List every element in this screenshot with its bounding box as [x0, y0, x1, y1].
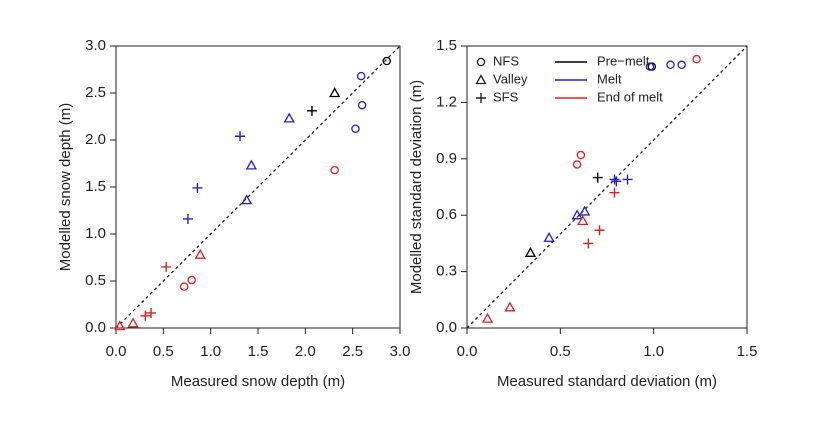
point	[192, 182, 203, 193]
plot-frame	[466, 45, 748, 329]
y-tick-label: 2.5	[85, 84, 106, 101]
point	[578, 205, 591, 216]
point	[235, 131, 246, 142]
x-tick-label: 0.0	[106, 343, 127, 360]
x-tick-label: 2.5	[342, 343, 363, 360]
x-tick-label: 0.0	[457, 343, 478, 360]
point	[187, 275, 196, 285]
point	[576, 150, 586, 160]
point	[583, 238, 594, 249]
y-tick-label: 0.5	[85, 272, 106, 289]
point	[666, 60, 675, 70]
y-tick-label: 3.0	[85, 37, 106, 54]
point	[357, 100, 367, 110]
point	[161, 261, 172, 272]
legend-symbol	[475, 74, 487, 85]
point	[692, 54, 701, 64]
point	[504, 301, 516, 312]
y-axis-label: Modelled standard deviation (m)	[408, 80, 425, 294]
point	[622, 174, 633, 185]
point	[677, 60, 686, 70]
legend-symbol	[476, 93, 486, 103]
point	[571, 209, 583, 220]
point	[481, 312, 494, 323]
y-tick-label: 1.2	[436, 93, 457, 110]
point	[182, 213, 193, 224]
legend-label: Melt	[597, 71, 622, 86]
point	[146, 307, 157, 318]
point	[114, 320, 126, 331]
y-tick-label: 0.9	[436, 150, 457, 167]
x-tick-label: 1.5	[737, 343, 758, 360]
x-tick-label: 1.0	[200, 343, 221, 360]
point	[611, 176, 622, 187]
point	[645, 62, 655, 71]
y-tick-label: 0.6	[436, 206, 457, 223]
point	[572, 160, 582, 169]
point	[592, 172, 603, 183]
one-to-one-line	[466, 45, 748, 329]
point	[241, 194, 253, 205]
point	[140, 310, 151, 321]
point	[306, 105, 317, 116]
point	[594, 225, 605, 236]
x-tick-label: 2.0	[295, 343, 316, 360]
one-to-one-line	[115, 45, 401, 329]
y-tick-label: 2.0	[85, 131, 106, 148]
point	[609, 174, 620, 185]
point	[329, 87, 341, 98]
point	[382, 56, 391, 66]
y-tick-label: 1.5	[436, 37, 457, 54]
y-tick-label: 1.5	[85, 178, 106, 195]
point	[577, 215, 589, 225]
x-tick-label: 3.0	[390, 343, 411, 360]
point	[245, 159, 257, 170]
point	[127, 317, 139, 328]
y-tick-label: 1.0	[85, 225, 106, 242]
point	[543, 231, 555, 242]
x-axis-label: Measured snow depth (m)	[171, 373, 345, 390]
x-tick-label: 1.0	[643, 343, 664, 360]
point	[356, 71, 366, 81]
legend-label: NFS	[493, 53, 519, 68]
point	[351, 124, 360, 133]
point	[524, 246, 537, 257]
y-tick-label: 0.0	[436, 319, 457, 336]
point	[330, 165, 339, 175]
point	[179, 282, 189, 291]
point	[194, 248, 206, 259]
point	[609, 187, 620, 198]
y-tick-label: 0.0	[85, 319, 106, 336]
legend-label: End of melt	[597, 89, 663, 104]
legend-label: SFS	[493, 89, 519, 104]
point	[283, 112, 295, 123]
x-tick-label: 0.5	[550, 343, 571, 360]
x-axis-label: Measured standard deviation (m)	[497, 373, 717, 390]
y-axis-label: Modelled snow depth (m)	[57, 103, 74, 271]
y-tick-label: 0.3	[436, 263, 457, 280]
legend-label: Valley	[493, 71, 528, 86]
x-tick-label: 0.5	[153, 343, 174, 360]
legend-symbol	[476, 57, 486, 67]
x-tick-label: 1.5	[248, 343, 269, 360]
legend-label: Pre−melt	[597, 53, 650, 68]
